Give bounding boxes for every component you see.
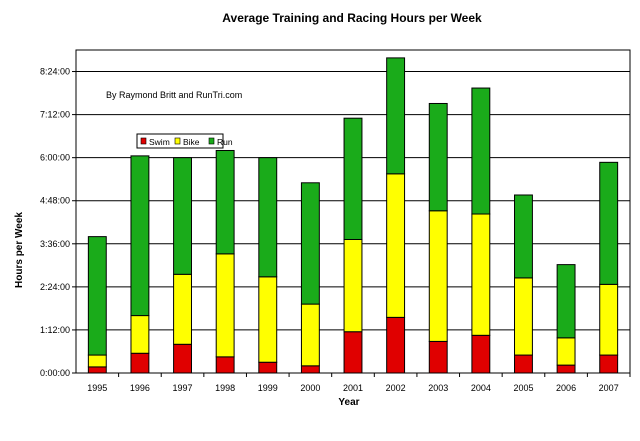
y-tick-label: 0:00:00 bbox=[40, 368, 70, 378]
bar-bike-2005 bbox=[514, 277, 533, 356]
bar-bike-1999 bbox=[258, 276, 278, 363]
x-tick-label: 1997 bbox=[173, 383, 193, 393]
bar-bike-1996 bbox=[130, 315, 150, 354]
bar-bike-2004 bbox=[471, 213, 491, 336]
bar-run-1998 bbox=[215, 149, 235, 255]
bar-swim-2002 bbox=[386, 316, 406, 374]
bar-run-2006 bbox=[556, 264, 576, 339]
bar-run-2005 bbox=[514, 194, 533, 279]
x-tick-label: 2001 bbox=[343, 383, 363, 393]
legend-swatch-run bbox=[208, 137, 215, 145]
plot-frame bbox=[75, 49, 631, 374]
bar-swim-2000 bbox=[300, 365, 320, 374]
bar-run-2001 bbox=[343, 117, 363, 240]
bar-bike-1995 bbox=[87, 354, 107, 368]
legend-swatch-swim bbox=[140, 137, 147, 145]
chart-title: Average Training and Racing Hours per We… bbox=[222, 11, 482, 25]
annotation-credit: By Raymond Britt and RunTri.com bbox=[106, 90, 242, 100]
x-tick-label: 2003 bbox=[428, 383, 448, 393]
y-tick-label: 3:36:00 bbox=[40, 239, 70, 249]
x-tick-label: 1998 bbox=[215, 383, 235, 393]
legend-label-swim: Swim bbox=[149, 137, 170, 147]
bar-swim-1999 bbox=[258, 361, 278, 374]
bar-bike-2002 bbox=[386, 173, 406, 318]
x-tick-label: 2004 bbox=[471, 383, 491, 393]
y-axis-label: Hours per Week bbox=[14, 212, 25, 288]
y-tick-label: 4:48:00 bbox=[40, 196, 70, 206]
bar-run-2007 bbox=[599, 161, 619, 285]
bar-swim-1997 bbox=[173, 343, 192, 374]
bar-run-2003 bbox=[428, 102, 448, 212]
bar-swim-2004 bbox=[471, 334, 491, 374]
y-tick-label: 7:12:00 bbox=[40, 110, 70, 120]
bar-run-2000 bbox=[300, 182, 320, 305]
bar-bike-2006 bbox=[556, 337, 576, 366]
x-tick-label: 1999 bbox=[258, 383, 278, 393]
bar-swim-2003 bbox=[428, 340, 448, 374]
bar-run-1997 bbox=[173, 157, 192, 275]
bar-bike-1998 bbox=[215, 253, 235, 358]
x-tick-label: 2006 bbox=[556, 383, 576, 393]
bar-bike-2001 bbox=[343, 238, 363, 333]
bar-bike-2000 bbox=[300, 303, 320, 367]
bar-swim-1998 bbox=[215, 356, 235, 374]
legend-label-run: Run bbox=[217, 137, 233, 147]
x-tick-label: 2002 bbox=[386, 383, 406, 393]
bars bbox=[87, 57, 619, 374]
y-tick-label: 8:24:00 bbox=[40, 67, 70, 77]
y-tick-label: 1:12:00 bbox=[40, 325, 70, 335]
bar-swim-2006 bbox=[556, 364, 576, 374]
bar-swim-1996 bbox=[130, 352, 150, 374]
bar-swim-2001 bbox=[343, 331, 363, 374]
y-tick-label: 6:00:00 bbox=[40, 153, 70, 163]
x-tick-label: 1996 bbox=[130, 383, 150, 393]
legend-label-bike: Bike bbox=[183, 137, 200, 147]
bar-swim-1995 bbox=[87, 366, 107, 374]
legend-swatch-bike bbox=[174, 137, 181, 145]
bar-swim-2007 bbox=[599, 354, 619, 374]
bar-bike-2003 bbox=[428, 210, 448, 342]
y-tick-label: 2:24:00 bbox=[40, 282, 70, 292]
x-axis-label: Year bbox=[338, 397, 359, 408]
bar-run-1996 bbox=[130, 155, 150, 317]
bar-bike-1997 bbox=[173, 273, 192, 345]
x-tick-label: 2000 bbox=[300, 383, 320, 393]
legend: Swim Bike Run bbox=[136, 133, 233, 149]
x-tick-label: 2007 bbox=[599, 383, 619, 393]
bar-run-1999 bbox=[258, 157, 278, 278]
bar-swim-2005 bbox=[514, 354, 533, 374]
bar-run-2002 bbox=[386, 57, 406, 175]
x-tick-label: 1995 bbox=[87, 383, 107, 393]
x-tick-label: 2005 bbox=[513, 383, 533, 393]
axis-ticks: 0:00:00 1:12:00 2:24:00 3:36:00 4:48:00 6:00:… bbox=[40, 67, 631, 393]
bar-bike-2007 bbox=[599, 283, 619, 356]
bar-run-2004 bbox=[471, 87, 491, 215]
bar-run-1995 bbox=[87, 236, 107, 356]
